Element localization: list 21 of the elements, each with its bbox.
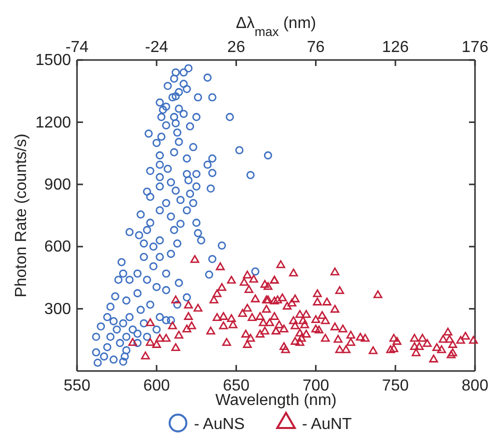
x-tick-label: 600 — [143, 377, 170, 394]
x-tick-label: 550 — [64, 377, 90, 394]
y-tick-label: 1200 — [35, 114, 72, 132]
x2-tick-label: 26 — [227, 39, 246, 56]
y-tick-label: 300 — [44, 300, 72, 318]
y-axis-title: Photon Rate (counts/s) — [13, 134, 30, 298]
x-tick-label: 800 — [462, 377, 488, 394]
y-tick-label: 900 — [44, 176, 72, 194]
x2-tick-label: -24 — [145, 39, 168, 56]
x-axis-title: Wavelength (nm) — [215, 392, 337, 409]
legend-label: - AuNT — [302, 416, 352, 433]
x-tick-label: 750 — [382, 377, 409, 394]
y-tick-label: 1500 — [35, 52, 72, 70]
x-tick-label: 700 — [302, 377, 330, 394]
x2-tick-label: 76 — [306, 39, 325, 56]
legend-label: - AuNS — [194, 416, 245, 433]
x2-tick-label: 126 — [382, 39, 409, 56]
y-tick-label: 600 — [44, 238, 72, 256]
x2-tick-label: 176 — [462, 39, 488, 56]
x-tick-label: 650 — [222, 377, 250, 394]
x2-axis-title: Δλ$_{max}$ (nm) — [236, 15, 316, 38]
